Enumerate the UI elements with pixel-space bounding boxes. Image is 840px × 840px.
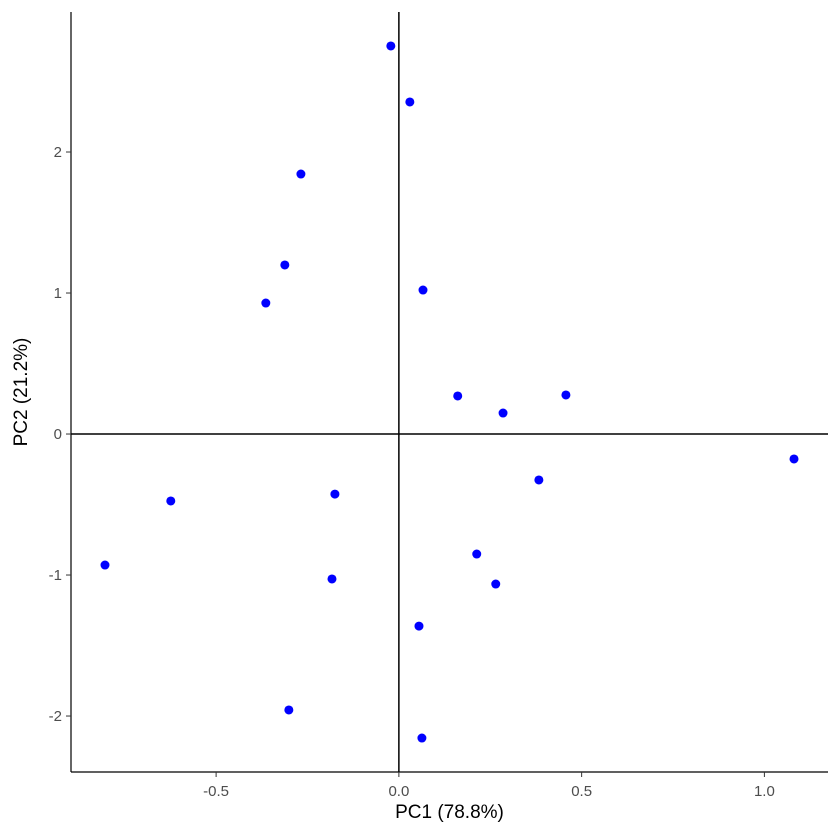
point	[327, 574, 337, 584]
point	[418, 285, 428, 295]
y-tick-label: 1	[54, 285, 62, 302]
point	[534, 475, 544, 485]
point	[414, 621, 424, 631]
point	[405, 97, 415, 107]
x-tick-label: 0.0	[388, 783, 409, 800]
y-tick-label: -1	[49, 567, 62, 584]
point	[453, 391, 463, 401]
point	[280, 260, 290, 270]
x-tick-label: 1.0	[754, 783, 775, 800]
point	[789, 454, 799, 464]
point	[561, 390, 571, 400]
point	[100, 560, 110, 570]
point	[386, 41, 396, 51]
point	[491, 579, 501, 589]
point	[261, 298, 271, 308]
x-tick-label: 0.5	[571, 783, 592, 800]
x-axis-title: PC1 (78.8%)	[395, 802, 504, 823]
y-tick-label: -2	[49, 708, 62, 725]
point	[472, 549, 482, 559]
point	[296, 169, 306, 179]
y-tick-label: 2	[54, 144, 62, 161]
x-tick-label: -0.5	[203, 783, 229, 800]
point	[330, 489, 340, 499]
y-tick-label: 0	[54, 426, 62, 443]
point	[284, 705, 294, 715]
point	[498, 408, 508, 418]
point	[166, 496, 176, 506]
y-axis-title: PC2 (21.2%)	[11, 338, 32, 447]
point	[417, 733, 427, 743]
